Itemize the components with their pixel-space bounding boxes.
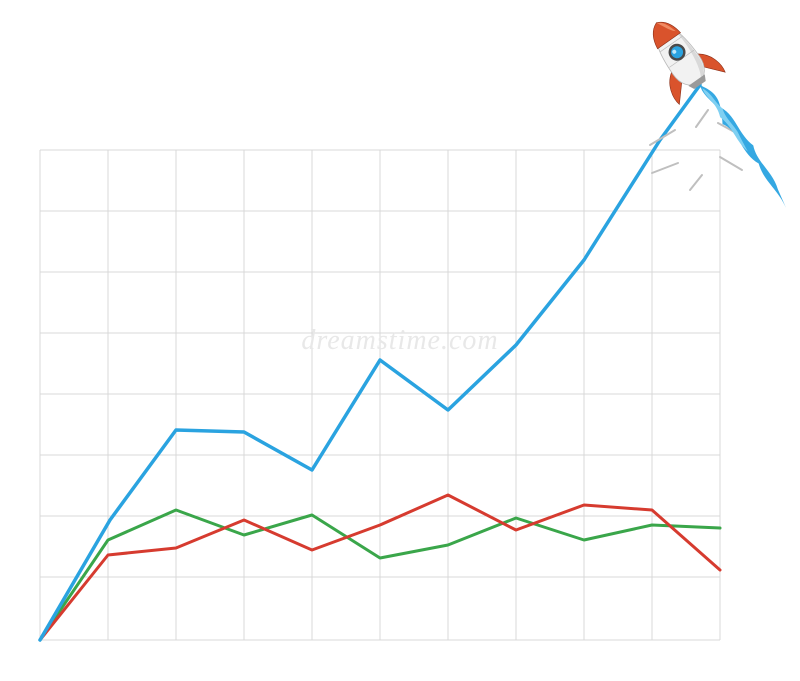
rocket-icon (633, 6, 800, 224)
grid (40, 150, 720, 640)
line-series-blue (40, 85, 700, 640)
growth-chart (0, 0, 800, 681)
